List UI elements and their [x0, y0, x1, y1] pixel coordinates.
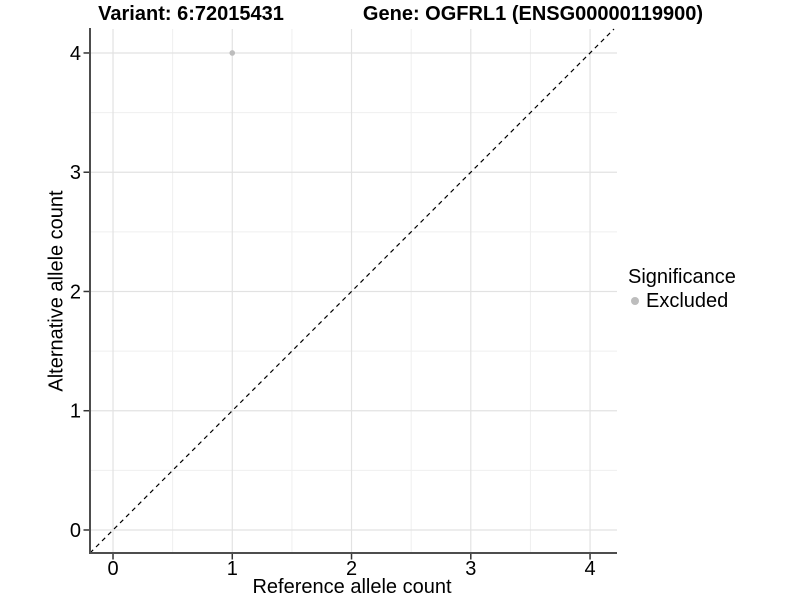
x-tick-label: 2: [346, 558, 357, 580]
variant-title: Variant: 6:72015431: [98, 3, 284, 25]
y-tick-label: 2: [70, 281, 81, 303]
x-tick-label: 3: [465, 558, 476, 580]
y-tick-label: 3: [70, 162, 81, 184]
x-axis-title: Reference allele count: [252, 576, 452, 598]
y-tick-label: 0: [70, 520, 81, 542]
legend-key-dot-icon: [631, 297, 639, 305]
legend-entries: Excluded: [628, 289, 736, 313]
legend: Significance Excluded: [628, 265, 736, 313]
legend-entry: Excluded: [628, 289, 736, 313]
x-tick-label: 1: [227, 558, 238, 580]
y-tick-label: 4: [70, 43, 81, 65]
plot-panel: 0 1 2 3 4 0 1 2 3 4: [70, 28, 617, 580]
plot-area-svg: 0 1 2 3 4 0 1 2 3 4: [70, 28, 617, 580]
y-tick-label: 1: [70, 401, 81, 423]
gene-title: Gene: OGFRL1 (ENSG00000119900): [362, 3, 704, 25]
legend-title: Significance: [628, 266, 736, 288]
data-point: [229, 50, 236, 56]
y-axis-title: Alternative allele count: [45, 190, 68, 392]
x-tick-label: 4: [584, 558, 595, 580]
x-tick-label: 0: [107, 558, 118, 580]
legend-entry-label: Excluded: [646, 290, 729, 312]
